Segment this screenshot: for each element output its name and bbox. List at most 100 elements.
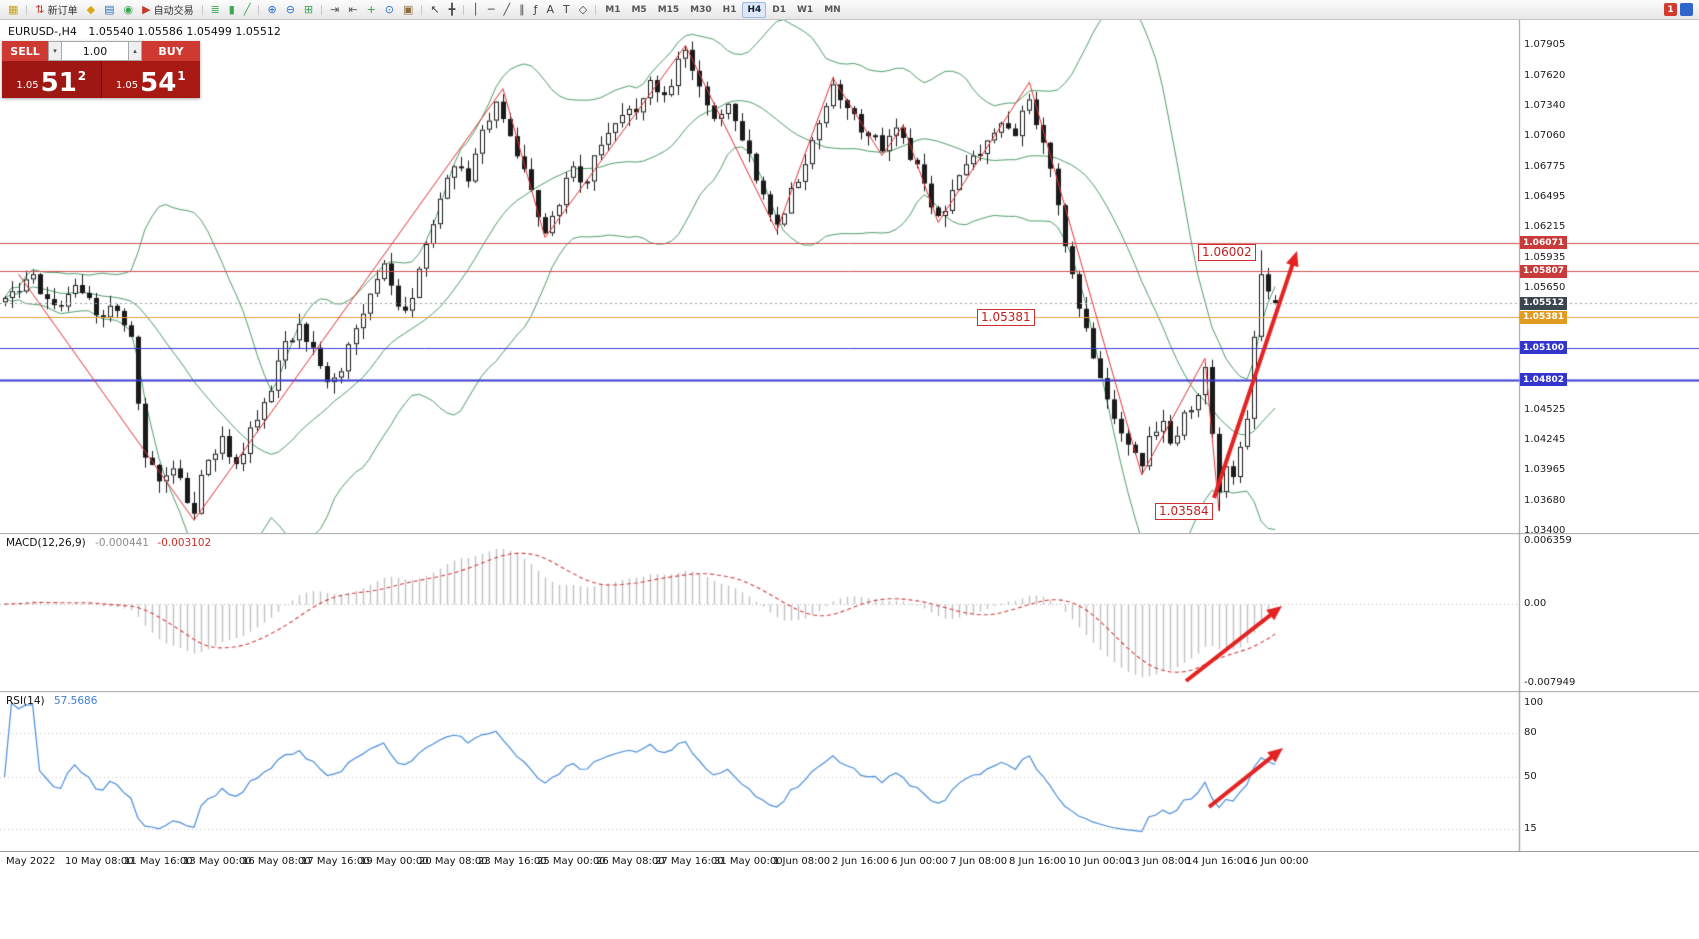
toolbar-separator bbox=[321, 4, 323, 15]
auto-scroll-button[interactable]: ⇥ bbox=[326, 2, 343, 18]
price-tick-label: 1.06495 bbox=[1524, 191, 1566, 203]
cursor-icon: ↖ bbox=[430, 3, 440, 16]
autotrading-button[interactable]: ▶ 自动交易 bbox=[138, 2, 197, 18]
zoom-out-icon: ⊖ bbox=[285, 3, 295, 16]
cursor-button[interactable]: ↖ bbox=[426, 2, 443, 18]
timeframe-m1[interactable]: M1 bbox=[600, 2, 625, 18]
price-annotation[interactable]: 1.06002 bbox=[1198, 244, 1256, 261]
volume-input[interactable] bbox=[62, 41, 128, 61]
macd-axis-label: 0.006359 bbox=[1524, 535, 1572, 546]
time-axis-label: 27 May 16:00 bbox=[655, 856, 724, 867]
price-level-badge: 1.06071 bbox=[1520, 236, 1567, 250]
sell-button[interactable]: SELL bbox=[2, 41, 48, 61]
periods-button[interactable]: ⊙ bbox=[381, 2, 398, 18]
zoom-out-button[interactable]: ⊖ bbox=[282, 2, 299, 18]
macd-axis-label: 0.00 bbox=[1524, 598, 1547, 610]
vertical-line-button[interactable]: │ bbox=[468, 2, 483, 18]
new-chart-button[interactable]: ▦ bbox=[4, 2, 22, 18]
channel-button[interactable]: ∥ bbox=[515, 2, 529, 18]
indicators-button[interactable]: + bbox=[363, 2, 380, 18]
time-axis-label: 2 Jun 16:00 bbox=[832, 856, 890, 867]
price-tick-label: 1.07905 bbox=[1524, 39, 1566, 50]
timeframe-d1-label: D1 bbox=[772, 4, 786, 15]
caret-up-icon: ▴ bbox=[133, 47, 137, 55]
price-tick-label: 1.07060 bbox=[1524, 130, 1566, 142]
signals-button[interactable]: ◉ bbox=[120, 2, 138, 18]
time-axis-label: 31 May 00:00 bbox=[714, 856, 783, 867]
price-level-badge: 1.05512 bbox=[1520, 296, 1567, 310]
shapes-button[interactable]: ◇ bbox=[575, 2, 591, 18]
buy-price-display[interactable]: 1.05 54 1 bbox=[101, 61, 200, 98]
text-button[interactable]: A bbox=[543, 2, 559, 18]
line-chart-button[interactable]: ╱ bbox=[240, 2, 255, 18]
time-axis-label: 26 May 08:00 bbox=[596, 856, 665, 867]
timeframe-mn[interactable]: MN bbox=[819, 2, 846, 18]
label-icon: T bbox=[563, 3, 570, 16]
price-annotation[interactable]: 1.03584 bbox=[1155, 503, 1213, 520]
price-tick-label: 1.04245 bbox=[1524, 433, 1566, 445]
time-axis-label: 6 Jun 00:00 bbox=[891, 856, 949, 867]
buy-button[interactable]: BUY bbox=[142, 41, 200, 61]
market-button[interactable]: ▤ bbox=[100, 2, 118, 18]
timeframe-h1[interactable]: H1 bbox=[718, 2, 742, 18]
alerts-badge[interactable]: 1 bbox=[1664, 3, 1677, 16]
sell-price-pipette: 2 bbox=[77, 69, 87, 83]
new-order-button[interactable]: ⇅ 新订单 bbox=[31, 2, 81, 18]
horizontal-line-button[interactable]: ─ bbox=[484, 2, 499, 18]
time-axis-label: 10 Jun 00:00 bbox=[1068, 856, 1132, 867]
toolbar-separator bbox=[26, 4, 28, 15]
macd-axis-label: -0.007949 bbox=[1524, 677, 1576, 688]
timeframe-m30[interactable]: M30 bbox=[685, 2, 716, 18]
trendline-icon: ╱ bbox=[503, 3, 511, 16]
shapes-icon: ◇ bbox=[578, 3, 588, 16]
time-axis-label: 20 May 08:00 bbox=[419, 856, 488, 867]
community-icon[interactable] bbox=[1680, 3, 1693, 16]
timeframe-m5[interactable]: M5 bbox=[626, 2, 651, 18]
timeframe-m15[interactable]: M15 bbox=[653, 2, 684, 18]
new-order-icon: ⇅ bbox=[35, 3, 45, 16]
templates-button[interactable]: ▣ bbox=[399, 2, 417, 18]
price-level-badge: 1.05100 bbox=[1520, 341, 1567, 355]
price-tick-label: 1.07620 bbox=[1524, 69, 1566, 81]
label-button[interactable]: T bbox=[559, 2, 574, 18]
volume-down-button[interactable]: ▾ bbox=[48, 41, 62, 61]
tile-windows-icon: ⊞ bbox=[303, 3, 314, 16]
timeframe-w1[interactable]: W1 bbox=[792, 2, 818, 18]
price-tick-label: 1.04525 bbox=[1524, 403, 1566, 415]
time-axis-label: 16 May 08:00 bbox=[242, 856, 311, 867]
sell-price-display[interactable]: 1.05 51 2 bbox=[2, 61, 102, 98]
timeframe-h4[interactable]: H4 bbox=[742, 1, 767, 18]
line-chart-icon: ╱ bbox=[243, 3, 251, 16]
time-axis-label: 10 May 08:00 bbox=[65, 856, 134, 867]
zoom-in-button[interactable]: ⊕ bbox=[263, 2, 280, 18]
mql-wizard-button[interactable]: ◆ bbox=[83, 2, 99, 18]
rsi-axis-label: 50 bbox=[1524, 771, 1537, 783]
templates-icon: ▣ bbox=[403, 3, 414, 16]
chart-shift-button[interactable]: ⇤ bbox=[344, 2, 361, 18]
crosshair-button[interactable]: ╋ bbox=[445, 2, 460, 18]
price-chart-canvas[interactable] bbox=[0, 20, 1699, 533]
macd-value-main: -0.000441 bbox=[95, 537, 149, 549]
tile-windows-button[interactable]: ⊞ bbox=[300, 2, 317, 18]
chart-shift-icon: ⇤ bbox=[348, 3, 358, 16]
trendline-button[interactable]: ╱ bbox=[500, 2, 515, 18]
add-indicator-icon: + bbox=[366, 3, 376, 16]
candlestick-chart-button[interactable]: ▮ bbox=[225, 2, 239, 18]
caret-down-icon: ▾ bbox=[53, 47, 57, 55]
rsi-axis-label: 100 bbox=[1524, 697, 1544, 708]
auto-scroll-icon: ⇥ bbox=[330, 3, 340, 16]
time-axis-label: May 2022 bbox=[6, 856, 56, 867]
time-axis-label: 25 May 00:00 bbox=[537, 856, 606, 867]
price-tick-label: 1.03400 bbox=[1524, 525, 1566, 536]
bar-chart-button[interactable]: ≣ bbox=[207, 2, 224, 18]
price-annotation[interactable]: 1.05381 bbox=[977, 309, 1035, 326]
price-tick-label: 1.06775 bbox=[1524, 160, 1566, 172]
price-level-badge: 1.04802 bbox=[1520, 373, 1567, 387]
volume-up-button[interactable]: ▴ bbox=[128, 41, 142, 61]
macd-panel-canvas[interactable] bbox=[0, 533, 1699, 691]
timeframe-d1[interactable]: D1 bbox=[767, 2, 791, 18]
fibonacci-button[interactable]: ƒ bbox=[530, 2, 542, 18]
rsi-panel-canvas[interactable] bbox=[0, 691, 1699, 851]
